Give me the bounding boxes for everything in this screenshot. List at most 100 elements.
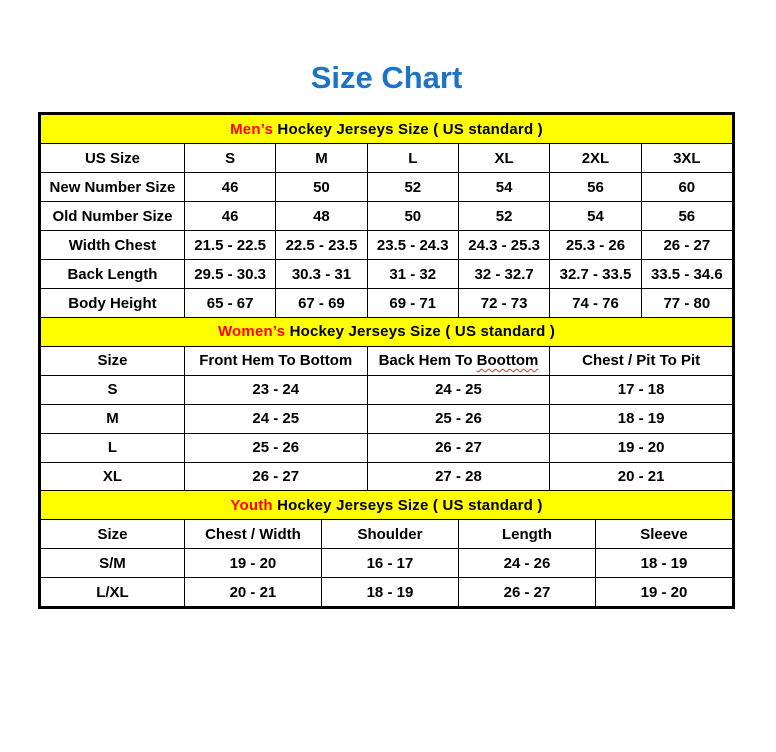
womens-column-header-row: Size Front Hem To Bottom Back Hem To Boott… — [40, 345, 733, 376]
youth-column-header-row: Size Chest / Width Shoulder Length Sleeve — [40, 519, 734, 549]
mens-column-header: S — [183, 143, 277, 173]
youth-size-table: Youth Hockey Jerseys Size ( US standard … — [40, 490, 734, 607]
cell-value: 69 - 71 — [366, 288, 459, 318]
cell-value: 22.5 - 23.5 — [275, 230, 368, 260]
page-title: Size Chart — [310, 60, 463, 95]
cell-value: 56 — [549, 172, 642, 202]
cell-value: 30.3 - 31 — [275, 259, 368, 289]
cell-value: 72 - 73 — [457, 288, 551, 318]
womens-column-header: Front Hem To Bottom — [183, 345, 368, 376]
row-label: L — [40, 432, 185, 463]
mens-column-header: XL — [457, 143, 551, 173]
cell-value: 25 - 26 — [183, 432, 368, 463]
cell-value: 50 — [275, 172, 368, 202]
table-row: S 23 - 24 24 - 25 17 - 18 — [40, 374, 733, 405]
cell-value: 74 - 76 — [549, 288, 642, 318]
cell-value: 20 - 21 — [549, 461, 733, 492]
column-header-text: Back Hem To — [378, 352, 477, 369]
cell-value: 33.5 - 34.6 — [640, 259, 734, 289]
cell-value: 48 — [275, 201, 368, 231]
cell-value: 26 - 27 — [366, 432, 551, 463]
size-chart-table: Men’s Hockey Jerseys Size ( US standard … — [38, 112, 735, 609]
cell-value: 19 - 20 — [594, 577, 734, 607]
cell-value: 24 - 26 — [457, 548, 596, 578]
mens-section-header: Men’s Hockey Jerseys Size ( US standard … — [40, 114, 733, 144]
row-label: M — [40, 403, 185, 434]
cell-value: 21.5 - 22.5 — [183, 230, 277, 260]
cell-value: 25.3 - 26 — [549, 230, 642, 260]
table-row: Width Chest 21.5 - 22.5 22.5 - 23.5 23.5 - … — [40, 230, 734, 260]
cell-value: 19 - 20 — [549, 432, 733, 463]
cell-value: 65 - 67 — [183, 288, 277, 318]
cell-value: 60 — [640, 172, 734, 202]
cell-value: 16 - 17 — [320, 548, 459, 578]
cell-value: 24 - 25 — [366, 374, 551, 405]
mens-size-table: Men’s Hockey Jerseys Size ( US standard … — [40, 114, 734, 318]
womens-column-header: Size — [40, 345, 185, 376]
youth-column-header: Length — [457, 519, 596, 549]
cell-value: 27 - 28 — [366, 461, 551, 492]
cell-value: 77 - 80 — [640, 288, 734, 318]
row-label: Width Chest — [40, 230, 185, 260]
mens-column-header: 3XL — [640, 143, 734, 173]
cell-value: 50 — [366, 201, 459, 231]
cell-value: 25 - 26 — [366, 403, 551, 434]
cell-value: 20 - 21 — [183, 577, 322, 607]
cell-value: 26 - 27 — [640, 230, 734, 260]
cell-value: 46 — [183, 172, 277, 202]
cell-value: 18 - 19 — [320, 577, 459, 607]
row-label: XL — [40, 461, 185, 492]
womens-size-table: Women’s Hockey Jerseys Size ( US standar… — [40, 316, 733, 492]
youth-column-header: Sleeve — [594, 519, 734, 549]
mens-section-band-row: Men’s Hockey Jerseys Size ( US standard … — [40, 114, 733, 144]
youth-section-header: Youth Hockey Jerseys Size ( US standard … — [40, 490, 733, 520]
table-row: L 25 - 26 26 - 27 19 - 20 — [40, 432, 733, 463]
table-row: Body Height 65 - 67 67 - 69 69 - 71 72 - 73 7… — [40, 288, 734, 318]
youth-section-highlight: Youth — [230, 496, 273, 514]
table-row: New Number Size 46 50 52 54 56 60 — [40, 172, 734, 202]
table-row: M 24 - 25 25 - 26 18 - 19 — [40, 403, 733, 434]
cell-value: 31 - 32 — [366, 259, 459, 289]
table-row: L/XL 20 - 21 18 - 19 26 - 27 19 - 20 — [40, 577, 734, 607]
cell-value: 17 - 18 — [549, 374, 733, 405]
table-row: XL 26 - 27 27 - 28 20 - 21 — [40, 461, 733, 492]
cell-value: 24.3 - 25.3 — [457, 230, 551, 260]
cell-value: 32 - 32.7 — [457, 259, 551, 289]
youth-column-header: Shoulder — [320, 519, 459, 549]
table-row: Back Length 29.5 - 30.3 30.3 - 31 31 - 32 32… — [40, 259, 734, 289]
cell-value: 19 - 20 — [183, 548, 322, 578]
row-label: Back Length — [40, 259, 185, 289]
cell-value: 56 — [640, 201, 734, 231]
mens-column-header-row: US Size S M L XL 2XL 3XL — [40, 143, 734, 173]
mens-column-header: L — [366, 143, 459, 173]
row-label: Old Number Size — [40, 201, 185, 231]
youth-section-band-row: Youth Hockey Jerseys Size ( US standard … — [40, 490, 733, 520]
table-row: S/M 19 - 20 16 - 17 24 - 26 18 - 19 — [40, 548, 734, 578]
cell-value: 18 - 19 — [549, 403, 733, 434]
cell-value: 67 - 69 — [275, 288, 368, 318]
womens-section-highlight: Women’s — [217, 323, 286, 340]
table-row: Old Number Size 46 48 50 52 54 56 — [40, 201, 734, 231]
mens-column-header: US Size — [40, 143, 185, 173]
row-label: S — [40, 374, 185, 405]
mens-column-header: 2XL — [549, 143, 642, 173]
youth-column-header: Chest / Width — [183, 519, 322, 549]
mens-column-header: M — [275, 143, 368, 173]
mens-section-highlight: Men’s — [230, 120, 274, 138]
cell-value: 54 — [549, 201, 642, 231]
cell-value: 52 — [366, 172, 459, 202]
womens-section-header: Women’s Hockey Jerseys Size ( US standar… — [40, 316, 733, 347]
youth-column-header: Size — [40, 519, 185, 549]
misspelled-word: Boottom — [476, 352, 539, 369]
cell-value: 23.5 - 24.3 — [366, 230, 459, 260]
womens-section-band-row: Women’s Hockey Jerseys Size ( US standar… — [40, 316, 733, 347]
row-label: L/XL — [40, 577, 185, 607]
cell-value: 24 - 25 — [183, 403, 368, 434]
row-label: S/M — [40, 548, 185, 578]
cell-value: 54 — [457, 172, 551, 202]
youth-section-title-rest: Hockey Jerseys Size ( US standard ) — [272, 496, 543, 514]
womens-column-header: Chest / Pit To Pit — [549, 345, 733, 376]
cell-value: 26 - 27 — [183, 461, 368, 492]
cell-value: 26 - 27 — [457, 577, 596, 607]
mens-section-title-rest: Hockey Jerseys Size ( US standard ) — [273, 120, 543, 138]
